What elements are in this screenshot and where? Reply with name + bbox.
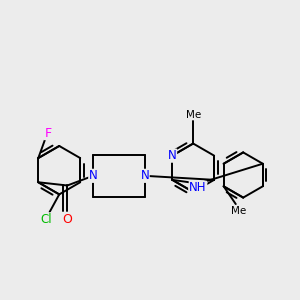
Text: N: N: [140, 169, 149, 182]
Text: N: N: [89, 169, 98, 182]
Text: Cl: Cl: [40, 213, 52, 226]
Text: Me: Me: [185, 110, 201, 119]
Text: O: O: [62, 213, 72, 226]
Text: NH: NH: [189, 182, 207, 194]
Text: F: F: [44, 127, 52, 140]
Text: N: N: [189, 185, 197, 198]
Text: N: N: [168, 149, 177, 162]
Text: Me: Me: [231, 206, 247, 216]
